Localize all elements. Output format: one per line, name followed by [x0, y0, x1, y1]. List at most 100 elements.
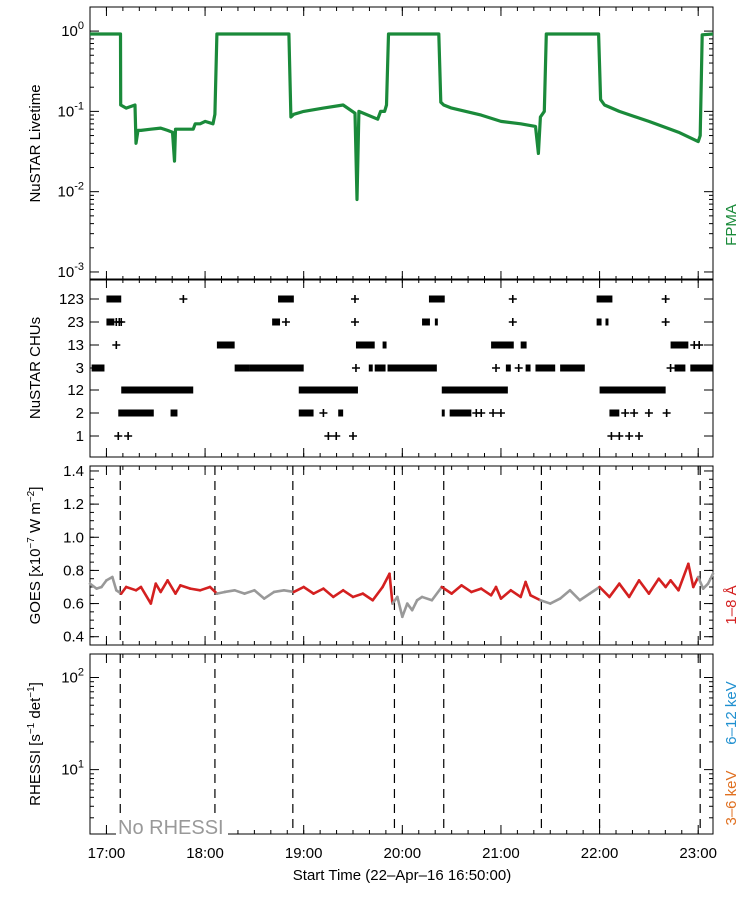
- goes-line-segment: [539, 598, 552, 605]
- chu-segment: [234, 364, 250, 372]
- tick-exponent: -3: [74, 261, 84, 273]
- goes-line-segment: [637, 579, 651, 595]
- chu-point: [661, 318, 670, 326]
- chu-point: [508, 295, 517, 303]
- x-axis-label: Start Time (22–Apr–16 16:50:00): [293, 867, 511, 884]
- chu-category-label: 1: [76, 428, 84, 445]
- annotation-background: [116, 816, 228, 842]
- chu-segment: [596, 295, 613, 303]
- chu-point: [332, 432, 341, 440]
- goes-line-segment: [479, 587, 493, 597]
- goes-line-segment: [687, 562, 695, 589]
- goes-line-segment: [401, 602, 409, 619]
- chu-segment: [605, 318, 609, 326]
- fpma-legend: FPMA: [723, 204, 740, 246]
- x-axis: Start Time (22–Apr–16 16:50:00) 17:00 18:…: [88, 845, 717, 884]
- label-text: ]: [27, 487, 44, 491]
- y-tick-label: 0.6: [63, 596, 84, 613]
- goes-line-segment: [322, 587, 335, 599]
- goes-line-segment: [272, 589, 286, 594]
- goes-frame: [89, 465, 714, 646]
- chu-segment: [428, 295, 445, 303]
- y-tick-label: 10-2: [58, 181, 84, 201]
- goes-line-segment: [371, 585, 384, 602]
- chu-segment: [596, 318, 602, 326]
- x-tick-label: 18:00: [186, 845, 224, 862]
- chu-category-label: 12: [67, 382, 84, 399]
- goes-line-segment: [188, 587, 202, 592]
- chu-segment: [355, 341, 375, 349]
- y-tick-label: 1.4: [63, 463, 84, 480]
- goes-line-segment: [111, 575, 118, 592]
- goes-line-segment: [331, 589, 345, 599]
- goes-line-segment: [509, 589, 522, 599]
- fpma-livetime-line: [90, 32, 714, 202]
- goes-line-segment: [351, 592, 365, 599]
- chu-point: [117, 318, 126, 326]
- chu-category-label: 13: [67, 337, 84, 354]
- chu-segment: [91, 364, 105, 372]
- chu-segment: [674, 364, 686, 372]
- tick-exponent: 1: [78, 759, 84, 771]
- label-superscript: −1: [26, 686, 37, 698]
- goes-line-segment: [119, 585, 128, 595]
- goes-line-segment: [420, 595, 434, 602]
- label-text: W m: [27, 502, 44, 537]
- goes-line-segment: [618, 582, 631, 599]
- chu-category-label: 123: [59, 291, 84, 308]
- chu-category-label: 3: [76, 360, 84, 377]
- y-tick-label: 101: [61, 759, 84, 779]
- goes-line-segment: [450, 584, 463, 595]
- y-tick-label: 0.4: [63, 629, 84, 646]
- chu-point: [112, 341, 121, 349]
- tick-base: 10: [61, 670, 78, 687]
- chu-point: [349, 432, 358, 440]
- goes-line-segment: [396, 595, 404, 619]
- chu-point: [114, 432, 123, 440]
- goes-line-segment: [179, 584, 192, 590]
- goes-line-segment: [691, 575, 700, 589]
- chu-point: [124, 432, 133, 440]
- goes-line-segment: [529, 593, 542, 602]
- label-text: RHESSI [s: [27, 734, 44, 806]
- goes-line-segment: [282, 589, 296, 594]
- chu-point: [615, 432, 624, 440]
- y-tick-label: 1.0: [63, 529, 84, 546]
- goes-line-segment: [519, 580, 527, 599]
- y-tick-label: 10-3: [58, 261, 84, 281]
- label-superscript: −7: [26, 537, 37, 549]
- x-tick-label: 21:00: [482, 845, 520, 862]
- livetime-frame: [89, 6, 714, 281]
- goes-line-segment: [88, 582, 98, 590]
- x-tick-label: 19:00: [285, 845, 323, 862]
- tick-base: 10: [58, 184, 75, 201]
- tick-exponent: 2: [78, 667, 84, 679]
- goes-legend: 1–8 Å: [723, 585, 740, 624]
- chu-point: [644, 409, 653, 417]
- goes-line-segment: [361, 592, 375, 602]
- chu-point: [281, 318, 290, 326]
- chu-segment: [449, 409, 472, 417]
- y-tick-label: 0.8: [63, 562, 84, 579]
- label-text: GOES [x10: [27, 549, 44, 625]
- goes-line-segment: [149, 582, 158, 605]
- chu-segment: [441, 409, 445, 417]
- chu-segment: [491, 341, 514, 349]
- tick-exponent: -1: [74, 100, 84, 112]
- goes-line-segment: [578, 592, 592, 602]
- tick-exponent: 0: [78, 20, 84, 32]
- chu-point: [179, 295, 188, 303]
- goes-line-segment: [388, 572, 394, 605]
- goes-line-segment: [100, 579, 108, 589]
- rhessi-legend-high: 6–12 keV: [723, 681, 740, 744]
- goes-ylabel: GOES [x10−7 W m−2]: [26, 487, 44, 625]
- chu-point: [630, 409, 639, 417]
- chu-segment: [382, 341, 387, 349]
- tick-base: 10: [58, 264, 75, 281]
- chu-point: [621, 409, 630, 417]
- chu-point: [477, 409, 486, 417]
- goes-line-segment: [223, 589, 236, 594]
- goes-line-segment: [608, 582, 621, 599]
- chu-point: [662, 409, 671, 417]
